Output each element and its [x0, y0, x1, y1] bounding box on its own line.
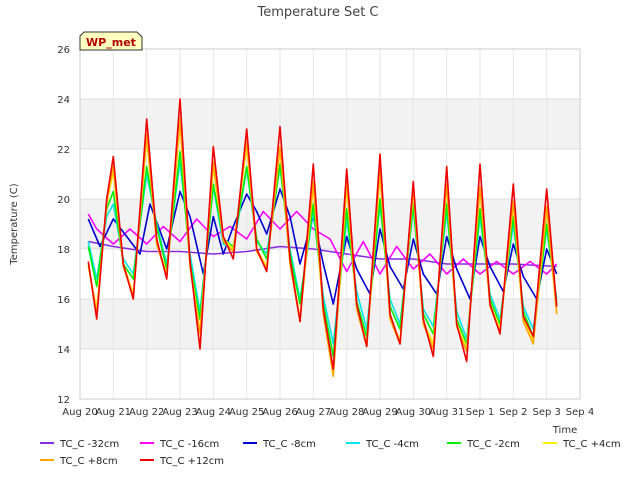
- y-tick-labels: 12 14 16 18 20 22 24 26: [57, 45, 70, 406]
- series-line-2: [87, 188, 558, 305]
- x-tick-label-15: Sep 4: [566, 407, 594, 418]
- series-lines: [87, 98, 558, 378]
- y-axis-title: Temperature (C): [9, 183, 20, 265]
- legend-label-5: TC_C +4cm: [562, 439, 621, 450]
- y-tick-label-4: 20: [57, 195, 70, 206]
- y-tick-label-6: 24: [57, 95, 70, 106]
- x-tick-label-6: Aug 26: [262, 407, 297, 418]
- x-tick-label-8: Aug 28: [329, 407, 364, 418]
- x-tick-label-10: Aug 30: [396, 407, 431, 418]
- legend: TC_C -32cm TC_C -16cm TC_C -8cm TC_C -4cm TC…: [40, 439, 621, 467]
- y-tick-label-1: 14: [57, 345, 70, 356]
- x-tick-label-12: Sep 1: [466, 407, 494, 418]
- y-tick-label-7: 26: [57, 45, 70, 56]
- band-2: [80, 99, 580, 149]
- legend-label-6: TC_C +8cm: [59, 456, 118, 467]
- x-tick-label-4: Aug 24: [196, 407, 231, 418]
- legend-label-0: TC_C -32cm: [59, 439, 119, 450]
- x-tick-label-3: Aug 23: [162, 407, 197, 418]
- legend-label-1: TC_C -16cm: [159, 439, 219, 450]
- y-tick-label-0: 12: [57, 395, 70, 406]
- series-line-1: [87, 210, 558, 275]
- x-tick-label-1: Aug 21: [96, 407, 131, 418]
- badge-label: WP_met: [86, 36, 136, 49]
- x-tick-label-13: Sep 2: [499, 407, 527, 418]
- x-tick-label-11: Aug 31: [429, 407, 464, 418]
- legend-label-7: TC_C +12cm: [159, 456, 224, 467]
- y-tick-label-3: 18: [57, 245, 70, 256]
- x-tick-label-14: Sep 3: [532, 407, 560, 418]
- x-tick-label-2: Aug 22: [129, 407, 164, 418]
- x-tick-label-5: Aug 25: [229, 407, 264, 418]
- legend-label-2: TC_C -8cm: [262, 439, 316, 450]
- badge-box: [79, 31, 143, 51]
- legend-label-3: TC_C -4cm: [365, 439, 419, 450]
- y-tick-label-2: 16: [57, 295, 70, 306]
- chart-title: Temperature Set C: [256, 5, 378, 20]
- wp-met-badge: WP_met: [79, 31, 143, 51]
- x-tick-label-7: Aug 27: [296, 407, 331, 418]
- y-tick-label-5: 22: [57, 145, 70, 156]
- legend-label-4: TC_C -2cm: [466, 439, 520, 450]
- background-bands: [80, 99, 580, 349]
- x-axis-title: Time: [552, 425, 577, 436]
- series-line-7: [87, 98, 558, 370]
- x-tick-label-9: Aug 29: [362, 407, 397, 418]
- plot-frame: [79, 48, 581, 400]
- x-tick-label-0: Aug 20: [62, 407, 97, 418]
